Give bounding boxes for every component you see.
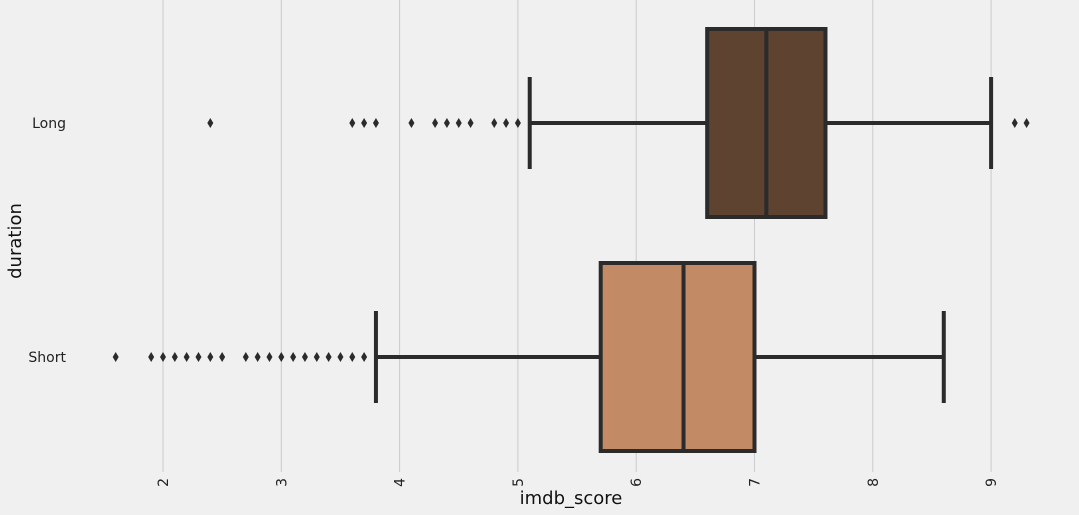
outlier-short-8: [242, 352, 249, 362]
category-labels: Long Short: [28, 116, 66, 366]
outlier-short-13: [301, 352, 308, 362]
outlier-short-3: [171, 352, 178, 362]
outlier-long-0: [207, 118, 214, 128]
outlier-short-2: [160, 352, 166, 362]
outlier-short-14: [313, 352, 320, 362]
outlier-short-10: [266, 352, 273, 362]
outlier-short-4: [183, 352, 190, 362]
outlier-short-17: [349, 352, 356, 362]
x-tick-label-4: 4: [393, 478, 409, 487]
x-tick-labels: 2 3 4 5 6 7 8 9: [156, 478, 1000, 487]
x-tick-label-2: 2: [156, 478, 172, 487]
outlier-long-4: [408, 118, 415, 128]
category-label-long: Long: [32, 116, 66, 132]
x-tick-label-9: 9: [984, 478, 1000, 487]
iqr-box-short: [598, 261, 757, 453]
outlier-long-13: [1023, 118, 1030, 128]
outlier-long-1: [349, 118, 356, 128]
outlier-short-0: [112, 352, 119, 362]
outlier-short-18: [361, 352, 368, 362]
box-long: [207, 27, 1030, 219]
outlier-long-3: [372, 118, 379, 128]
outlier-short-15: [325, 352, 332, 362]
outlier-long-7: [455, 118, 462, 128]
x-axis-title: imdb_score: [520, 488, 623, 509]
outlier-long-8: [467, 118, 474, 128]
outlier-short-12: [290, 352, 297, 362]
outlier-short-11: [278, 352, 285, 362]
outlier-short-16: [337, 352, 344, 362]
box-short: [112, 261, 946, 453]
outlier-long-10: [503, 118, 510, 128]
outlier-long-5: [432, 118, 439, 128]
outlier-short-9: [254, 352, 261, 362]
outlier-short-1: [148, 352, 155, 362]
outlier-short-7: [219, 352, 226, 362]
outlier-short-6: [207, 352, 214, 362]
outlier-short-5: [195, 352, 202, 362]
x-tick-label-8: 8: [866, 478, 882, 487]
outlier-long-2: [361, 118, 368, 128]
x-tick-label-3: 3: [274, 478, 290, 487]
outlier-long-11: [514, 118, 521, 128]
x-tick-label-6: 6: [629, 478, 645, 487]
outlier-long-6: [443, 118, 450, 128]
y-axis-title: duration: [5, 203, 26, 279]
outlier-long-12: [1011, 118, 1018, 128]
boxes-layer: [112, 27, 1030, 453]
x-tick-label-7: 7: [748, 478, 764, 487]
outlier-long-9: [491, 118, 498, 128]
x-tick-label-5: 5: [511, 478, 527, 487]
category-label-short: Short: [28, 350, 66, 366]
